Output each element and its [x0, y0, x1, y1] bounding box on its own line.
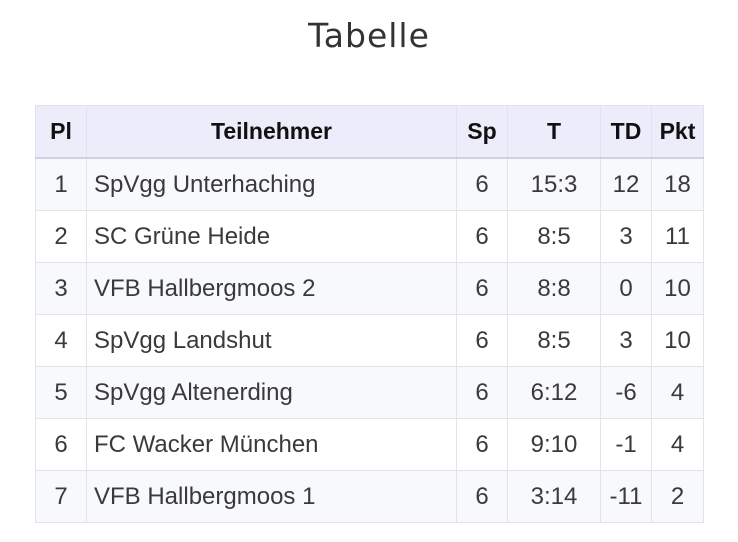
cell-team: FC Wacker München	[86, 418, 457, 471]
cell-points: 10	[651, 314, 704, 367]
cell-games: 6	[456, 157, 508, 211]
cell-team: SpVgg Altenerding	[86, 366, 457, 419]
cell-goal-diff: 3	[600, 314, 652, 367]
table-row: 6 FC Wacker München 6 9:10 -1 4	[35, 418, 704, 471]
cell-goals: 8:8	[507, 262, 601, 315]
cell-games: 6	[456, 470, 508, 523]
cell-rank: 7	[35, 470, 87, 523]
cell-games: 6	[456, 262, 508, 315]
column-header-td: TD	[600, 105, 652, 159]
cell-goal-diff: -1	[600, 418, 652, 471]
table-row: 3 VFB Hallbergmoos 2 6 8:8 0 10	[35, 262, 704, 315]
cell-team: SpVgg Unterhaching	[86, 157, 457, 211]
cell-games: 6	[456, 210, 508, 263]
column-header-t: T	[507, 105, 601, 159]
cell-goal-diff: -11	[600, 470, 652, 523]
cell-games: 6	[456, 418, 508, 471]
cell-goals: 9:10	[507, 418, 601, 471]
cell-rank: 1	[35, 157, 87, 211]
cell-goal-diff: 3	[600, 210, 652, 263]
column-header-pl: Pl	[35, 105, 87, 159]
cell-team: VFB Hallbergmoos 2	[86, 262, 457, 315]
cell-games: 6	[456, 366, 508, 419]
cell-team: VFB Hallbergmoos 1	[86, 470, 457, 523]
column-header-teilnehmer: Teilnehmer	[86, 105, 457, 159]
cell-goal-diff: 12	[600, 157, 652, 211]
table-row: 1 SpVgg Unterhaching 6 15:3 12 18	[35, 157, 704, 211]
cell-goals: 3:14	[507, 470, 601, 523]
cell-points: 10	[651, 262, 704, 315]
cell-rank: 3	[35, 262, 87, 315]
cell-goals: 8:5	[507, 314, 601, 367]
cell-goals: 8:5	[507, 210, 601, 263]
cell-goals: 6:12	[507, 366, 601, 419]
table-header-row: Pl Teilnehmer Sp T TD Pkt	[35, 105, 704, 159]
cell-points: 2	[651, 470, 704, 523]
cell-points: 18	[651, 157, 704, 211]
table-row: 2 SC Grüne Heide 6 8:5 3 11	[35, 210, 704, 263]
cell-rank: 2	[35, 210, 87, 263]
table-row: 4 SpVgg Landshut 6 8:5 3 10	[35, 314, 704, 367]
cell-points: 4	[651, 366, 704, 419]
cell-rank: 5	[35, 366, 87, 419]
page-title: Tabelle	[308, 16, 430, 55]
column-header-pkt: Pkt	[651, 105, 704, 159]
column-header-sp: Sp	[456, 105, 508, 159]
cell-rank: 6	[35, 418, 87, 471]
cell-points: 11	[651, 210, 704, 263]
cell-team: SpVgg Landshut	[86, 314, 457, 367]
cell-rank: 4	[35, 314, 87, 367]
table-row: 7 VFB Hallbergmoos 1 6 3:14 -11 2	[35, 470, 704, 523]
standings-table: Pl Teilnehmer Sp T TD Pkt 1 SpVgg Unterh…	[35, 105, 704, 523]
cell-goals: 15:3	[507, 157, 601, 211]
cell-goal-diff: 0	[600, 262, 652, 315]
cell-games: 6	[456, 314, 508, 367]
table-row: 5 SpVgg Altenerding 6 6:12 -6 4	[35, 366, 704, 419]
cell-goal-diff: -6	[600, 366, 652, 419]
cell-points: 4	[651, 418, 704, 471]
cell-team: SC Grüne Heide	[86, 210, 457, 263]
